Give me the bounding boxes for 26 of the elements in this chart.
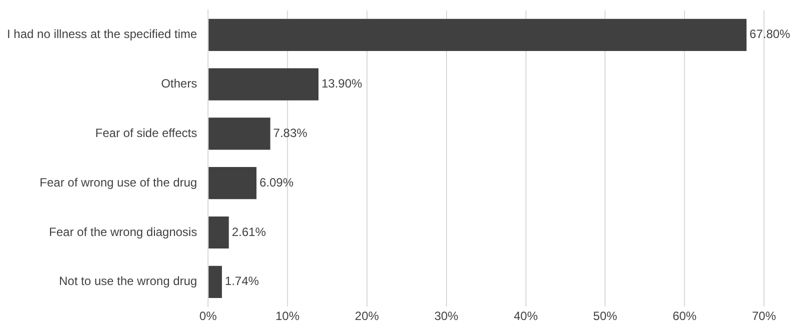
bar	[208, 68, 318, 100]
x-tick-label: 70%	[752, 309, 776, 324]
data-label: 2.61%	[232, 224, 266, 239]
data-label: 6.09%	[259, 175, 294, 190]
data-label: 7.83%	[273, 126, 308, 140]
bar	[208, 118, 270, 150]
data-label: 13.90%	[321, 76, 363, 91]
y-tick-label: Fear of the wrong diagnosis	[49, 224, 198, 239]
bar	[208, 266, 222, 298]
bar	[208, 216, 229, 249]
x-tick-label: 10%	[276, 309, 300, 324]
bar	[208, 18, 747, 51]
y-tick-label: Fear of wrong use of the drug	[40, 175, 198, 190]
bar	[208, 167, 256, 200]
y-tick-label: Others	[161, 76, 198, 91]
x-tick-label: 40%	[514, 309, 538, 324]
y-tick-label: Not to use the wrong drug	[59, 274, 198, 288]
data-label: 67.80%	[750, 27, 791, 42]
x-tick-label: 0%	[199, 309, 218, 324]
data-label: 1.74%	[224, 274, 260, 288]
y-tick-label: I had no illness at the specified time	[7, 27, 198, 42]
x-tick-label: 20%	[354, 309, 380, 324]
x-tick-label: 60%	[672, 309, 697, 324]
x-tick-label: 50%	[593, 309, 618, 324]
x-tick-label: 30%	[434, 309, 459, 324]
y-tick-label: Fear of side effects	[95, 126, 198, 140]
